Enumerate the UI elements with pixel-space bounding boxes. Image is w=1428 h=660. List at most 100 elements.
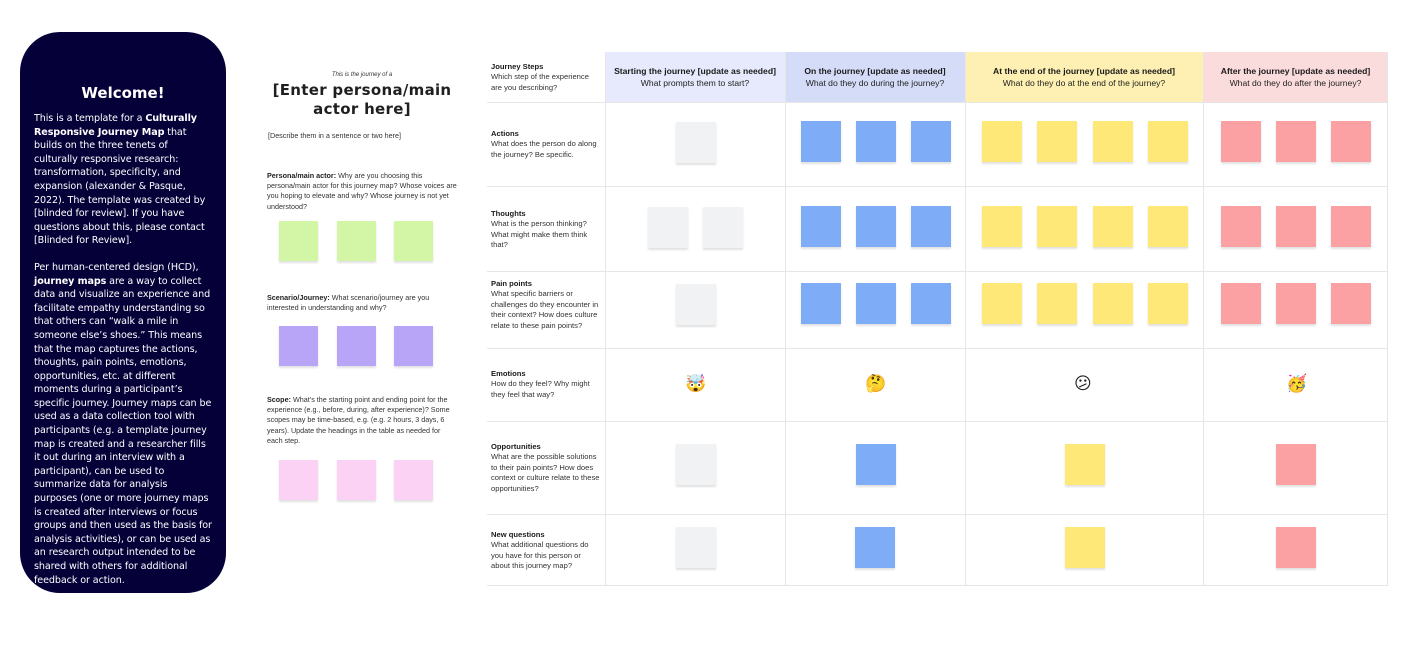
row-divider: [487, 514, 1388, 515]
sticky-note[interactable]: [982, 283, 1022, 324]
welcome-intro-paragraph: This is a template for a Culturally Resp…: [34, 113, 206, 247]
welcome-hcd-paragraph: Per human-centered design (HCD), journey…: [34, 261, 212, 586]
persona-eyebrow: This is the journey of a: [331, 72, 393, 78]
row-divider: [487, 348, 1388, 349]
persona-scope-block: Scope: What’s the starting point and end…: [267, 395, 457, 502]
exploding-head-emoji-icon[interactable]: 🤯: [685, 374, 707, 394]
sticky-note[interactable]: [911, 283, 951, 324]
sticky-note[interactable]: [801, 121, 841, 162]
row-divider: [487, 102, 1388, 103]
sticky-note[interactable]: [1276, 527, 1316, 568]
sticky-note[interactable]: [1221, 283, 1261, 324]
sticky-note[interactable]: [676, 527, 716, 568]
column-header-on[interactable]: On the journey [update as needed] What d…: [804, 66, 946, 88]
sticky-note[interactable]: [1221, 121, 1261, 162]
column-header-after[interactable]: After the journey [update as needed] Wha…: [1220, 66, 1371, 88]
sticky-note[interactable]: [394, 326, 433, 367]
row-label-opportunities: Opportunities What are the possible solu…: [491, 442, 600, 493]
sticky-note[interactable]: [1276, 444, 1316, 485]
sticky-note[interactable]: [676, 284, 716, 325]
sticky-note[interactable]: [1065, 444, 1105, 485]
welcome-panel: Welcome! This is a template for a Cultur…: [20, 32, 226, 593]
header-bg-after: [1203, 52, 1388, 102]
persona-scenario-block: Scenario/Journey: What scenario/journey …: [267, 293, 457, 368]
sticky-note[interactable]: [856, 444, 896, 485]
sticky-note[interactable]: [1065, 527, 1105, 568]
sticky-note[interactable]: [982, 206, 1022, 247]
confused-face-emoji-icon[interactable]: 😕: [1074, 374, 1092, 394]
header-bg-end: [965, 52, 1203, 102]
sticky-note[interactable]: [676, 444, 716, 485]
sticky-note[interactable]: [1331, 206, 1371, 247]
row-label-thoughts: Thoughts What is the person thinking? Wh…: [491, 209, 588, 250]
party-face-emoji-icon[interactable]: 🥳: [1286, 374, 1308, 394]
sticky-note[interactable]: [1276, 283, 1316, 324]
sticky-note[interactable]: [1331, 121, 1371, 162]
sticky-note[interactable]: [337, 326, 376, 367]
persona-panel: This is the journey of a [Enter persona/…: [262, 72, 462, 140]
row-label-new-questions: New questions What additional questions …: [491, 530, 589, 571]
header-bg-on: [785, 52, 965, 102]
sticky-note[interactable]: [911, 206, 951, 247]
sticky-note[interactable]: [1093, 121, 1133, 162]
column-header-end[interactable]: At the end of the journey [update as nee…: [993, 66, 1175, 88]
sticky-note[interactable]: [394, 460, 433, 501]
persona-scope-stickies: [267, 460, 457, 502]
persona-scenario-stickies: [267, 326, 457, 368]
sticky-note[interactable]: [703, 207, 743, 248]
row-label-emotions: Emotions How do they feel? Why might the…: [491, 369, 590, 399]
thinking-face-emoji-icon[interactable]: 🤔: [865, 374, 887, 394]
sticky-note[interactable]: [1037, 121, 1077, 162]
row-divider: [487, 271, 1388, 272]
sticky-note[interactable]: [279, 326, 318, 367]
sticky-note[interactable]: [911, 121, 951, 162]
sticky-note[interactable]: [1093, 283, 1133, 324]
sticky-note[interactable]: [856, 206, 896, 247]
sticky-note[interactable]: [394, 220, 433, 261]
welcome-title: Welcome!: [81, 84, 165, 102]
sticky-note[interactable]: [1037, 206, 1077, 247]
persona-actor-stickies: [267, 220, 457, 263]
column-header-start[interactable]: Starting the journey [update as needed] …: [614, 66, 776, 88]
sticky-note[interactable]: [1276, 121, 1316, 162]
column-divider: [965, 52, 966, 586]
sticky-note[interactable]: [1148, 283, 1188, 324]
sticky-note[interactable]: [1148, 206, 1188, 247]
persona-description[interactable]: [Describe them in a sentence or two here…: [268, 131, 402, 140]
persona-title[interactable]: [Enter persona/main actor here]: [272, 81, 452, 118]
sticky-note[interactable]: [1037, 283, 1077, 324]
sticky-note[interactable]: [856, 283, 896, 324]
column-divider: [605, 52, 606, 586]
row-divider: [487, 421, 1388, 422]
sticky-note[interactable]: [1148, 121, 1188, 162]
sticky-note[interactable]: [337, 460, 376, 501]
row-label-actions: Actions What does the person do along th…: [491, 129, 597, 159]
row-label-pain-points: Pain points What specific barriers or ch…: [491, 279, 599, 330]
sticky-note[interactable]: [1331, 283, 1371, 324]
persona-actor-block: Persona/main actor: Why are you choosing…: [267, 171, 457, 263]
persona-scope-text: Scope: What’s the starting point and end…: [267, 395, 450, 445]
journey-map-table: Journey Steps Which step of the experien…: [487, 52, 1388, 586]
sticky-note[interactable]: [982, 121, 1022, 162]
sticky-note[interactable]: [1093, 206, 1133, 247]
sticky-note[interactable]: [279, 460, 318, 501]
persona-actor-text: Persona/main actor: Why are you choosing…: [267, 171, 457, 211]
sticky-note[interactable]: [801, 283, 841, 324]
row-divider: [487, 186, 1388, 187]
sticky-note[interactable]: [801, 206, 841, 247]
column-divider: [1203, 52, 1204, 586]
column-divider: [1387, 52, 1388, 586]
sticky-note[interactable]: [1221, 206, 1261, 247]
column-divider: [785, 52, 786, 586]
sticky-note[interactable]: [856, 121, 896, 162]
journey-steps-label: Journey Steps Which step of the experien…: [491, 62, 589, 92]
row-divider: [487, 585, 1388, 586]
header-bg-start: [605, 52, 785, 102]
sticky-note[interactable]: [337, 220, 376, 261]
sticky-note[interactable]: [1276, 206, 1316, 247]
persona-scenario-text: Scenario/Journey: What scenario/journey …: [267, 293, 430, 313]
sticky-note[interactable]: [279, 220, 318, 261]
sticky-note[interactable]: [676, 122, 716, 163]
sticky-note[interactable]: [855, 527, 895, 568]
sticky-note[interactable]: [648, 207, 688, 248]
